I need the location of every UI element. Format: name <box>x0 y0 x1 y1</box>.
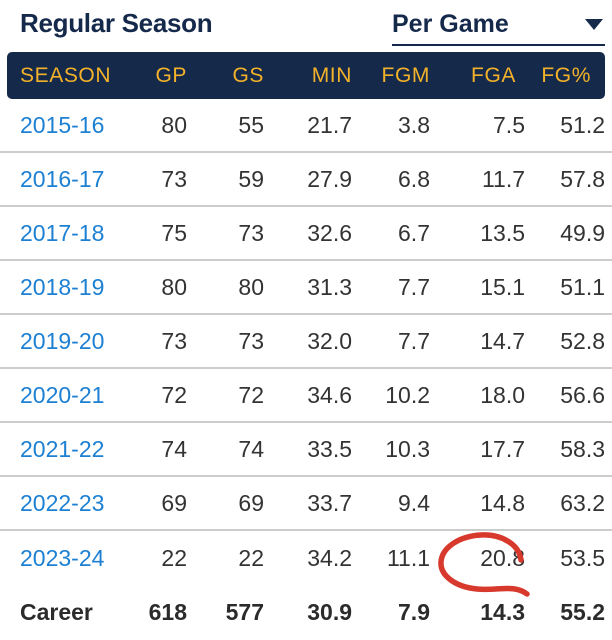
stat-cell: 22 <box>161 544 187 571</box>
stat-cell: 14.3 <box>480 598 525 625</box>
table-row-2023-24: 2023-24 22 22 34.2 11.1 20.8 53.5 <box>0 531 612 585</box>
table-row-2019-20: 2019-20 73 73 32.0 7.7 14.7 52.8 <box>0 315 612 369</box>
stat-cell: 20.8 <box>480 544 525 571</box>
stat-cell: 618 <box>148 598 187 625</box>
column-header-fga: FGA <box>471 63 516 87</box>
stat-cell: 51.2 <box>560 111 605 138</box>
stat-cell: 15.1 <box>480 273 525 300</box>
stat-cell: 6.7 <box>398 219 430 246</box>
stat-cell: 69 <box>161 489 187 516</box>
stat-cell: 14.8 <box>480 489 525 516</box>
season-link[interactable]: 2023-24 <box>20 544 105 571</box>
table-header-row: SEASON GP GS MIN FGM FGA FG% <box>7 52 605 99</box>
stat-cell: 7.7 <box>398 327 430 354</box>
stat-cell: 7.7 <box>398 273 430 300</box>
stat-cell: 34.6 <box>307 381 352 408</box>
stat-cell: 31.3 <box>307 273 352 300</box>
stat-cell: 7.5 <box>493 111 525 138</box>
table-row-2015-16: 2015-16 80 55 21.7 3.8 7.5 51.2 <box>0 99 612 153</box>
stat-cell: 73 <box>161 165 187 192</box>
table-row-2017-18: 2017-18 75 73 32.6 6.7 13.5 49.9 <box>0 207 612 261</box>
stat-cell: 59 <box>238 165 264 192</box>
stat-cell: 3.8 <box>398 111 430 138</box>
caret-down-icon <box>585 19 603 30</box>
stat-cell: 33.5 <box>307 435 352 462</box>
season-link[interactable]: 2021-22 <box>20 435 105 462</box>
career-label: Career <box>20 598 93 625</box>
stat-cell: 73 <box>238 327 264 354</box>
column-header-fgpct: FG% <box>541 63 591 87</box>
stat-cell: 58.3 <box>560 435 605 462</box>
stat-cell: 49.9 <box>560 219 605 246</box>
dropdown-selected-value: Per Game <box>392 10 509 38</box>
stat-cell: 32.6 <box>307 219 352 246</box>
stat-cell: 80 <box>161 273 187 300</box>
stat-cell: 22 <box>238 544 264 571</box>
season-link[interactable]: 2017-18 <box>20 219 105 246</box>
season-link[interactable]: 2019-20 <box>20 327 105 354</box>
column-header-gp: GP <box>155 63 187 87</box>
stat-cell: 63.2 <box>560 489 605 516</box>
season-link[interactable]: 2016-17 <box>20 165 105 192</box>
stat-cell: 17.7 <box>480 435 525 462</box>
season-link[interactable]: 2015-16 <box>20 111 105 138</box>
stat-cell: 72 <box>161 381 187 408</box>
stat-cell: 51.1 <box>560 273 605 300</box>
table-row-2022-23: 2022-23 69 69 33.7 9.4 14.8 63.2 <box>0 477 612 531</box>
stat-cell: 55 <box>238 111 264 138</box>
stat-cell: 18.0 <box>480 381 525 408</box>
table-row-2020-21: 2020-21 72 72 34.6 10.2 18.0 56.6 <box>0 369 612 423</box>
stat-cell: 72 <box>238 381 264 408</box>
stat-cell: 75 <box>161 219 187 246</box>
stat-cell: 73 <box>238 219 264 246</box>
table-row-2016-17: 2016-17 73 59 27.9 6.8 11.7 57.8 <box>0 153 612 207</box>
stat-cell: 34.2 <box>307 544 352 571</box>
stat-cell: 69 <box>238 489 264 516</box>
stat-cell: 80 <box>161 111 187 138</box>
table-row-2018-19: 2018-19 80 80 31.3 7.7 15.1 51.1 <box>0 261 612 315</box>
stat-cell: 74 <box>161 435 187 462</box>
stat-cell: 30.9 <box>307 598 352 625</box>
stat-cell: 73 <box>161 327 187 354</box>
season-link[interactable]: 2018-19 <box>20 273 105 300</box>
stat-cell: 32.0 <box>307 327 352 354</box>
stat-cell: 14.7 <box>480 327 525 354</box>
stat-cell: 74 <box>238 435 264 462</box>
table-row-2021-22: 2021-22 74 74 33.5 10.3 17.7 58.3 <box>0 423 612 477</box>
stat-cell: 56.6 <box>560 381 605 408</box>
top-bar: Regular Season Per Game <box>0 0 612 52</box>
stat-cell: 577 <box>225 598 264 625</box>
stat-cell: 57.8 <box>560 165 605 192</box>
column-header-min: MIN <box>311 63 352 87</box>
stat-cell: 53.5 <box>560 544 605 571</box>
stat-cell: 9.4 <box>398 489 430 516</box>
stat-cell: 6.8 <box>398 165 430 192</box>
stat-cell: 7.9 <box>398 598 430 625</box>
stat-cell: 13.5 <box>480 219 525 246</box>
season-link[interactable]: 2022-23 <box>20 489 105 516</box>
stat-cell: 33.7 <box>307 489 352 516</box>
page-title: Regular Season <box>20 8 213 38</box>
stat-cell: 27.9 <box>307 165 352 192</box>
stat-cell: 10.2 <box>385 381 430 408</box>
stat-cell: 55.2 <box>560 598 605 625</box>
per-game-dropdown[interactable]: Per Game <box>392 5 605 46</box>
table-body: 2015-16 80 55 21.7 3.8 7.5 51.2 2016-17 73 59 27.9… <box>0 99 612 639</box>
stat-cell: 21.7 <box>307 111 352 138</box>
season-link[interactable]: 2020-21 <box>20 381 105 408</box>
stat-cell: 11.1 <box>386 544 430 571</box>
column-header-season: SEASON <box>20 63 112 87</box>
column-header-gs: GS <box>232 63 264 87</box>
stat-cell: 80 <box>238 273 264 300</box>
stat-cell: 10.3 <box>385 435 430 462</box>
career-row: Career 618 577 30.9 7.9 14.3 55.2 <box>0 585 612 639</box>
column-header-fgm: FGM <box>381 63 430 87</box>
stat-cell: 11.7 <box>481 165 525 192</box>
stat-cell: 52.8 <box>560 327 605 354</box>
